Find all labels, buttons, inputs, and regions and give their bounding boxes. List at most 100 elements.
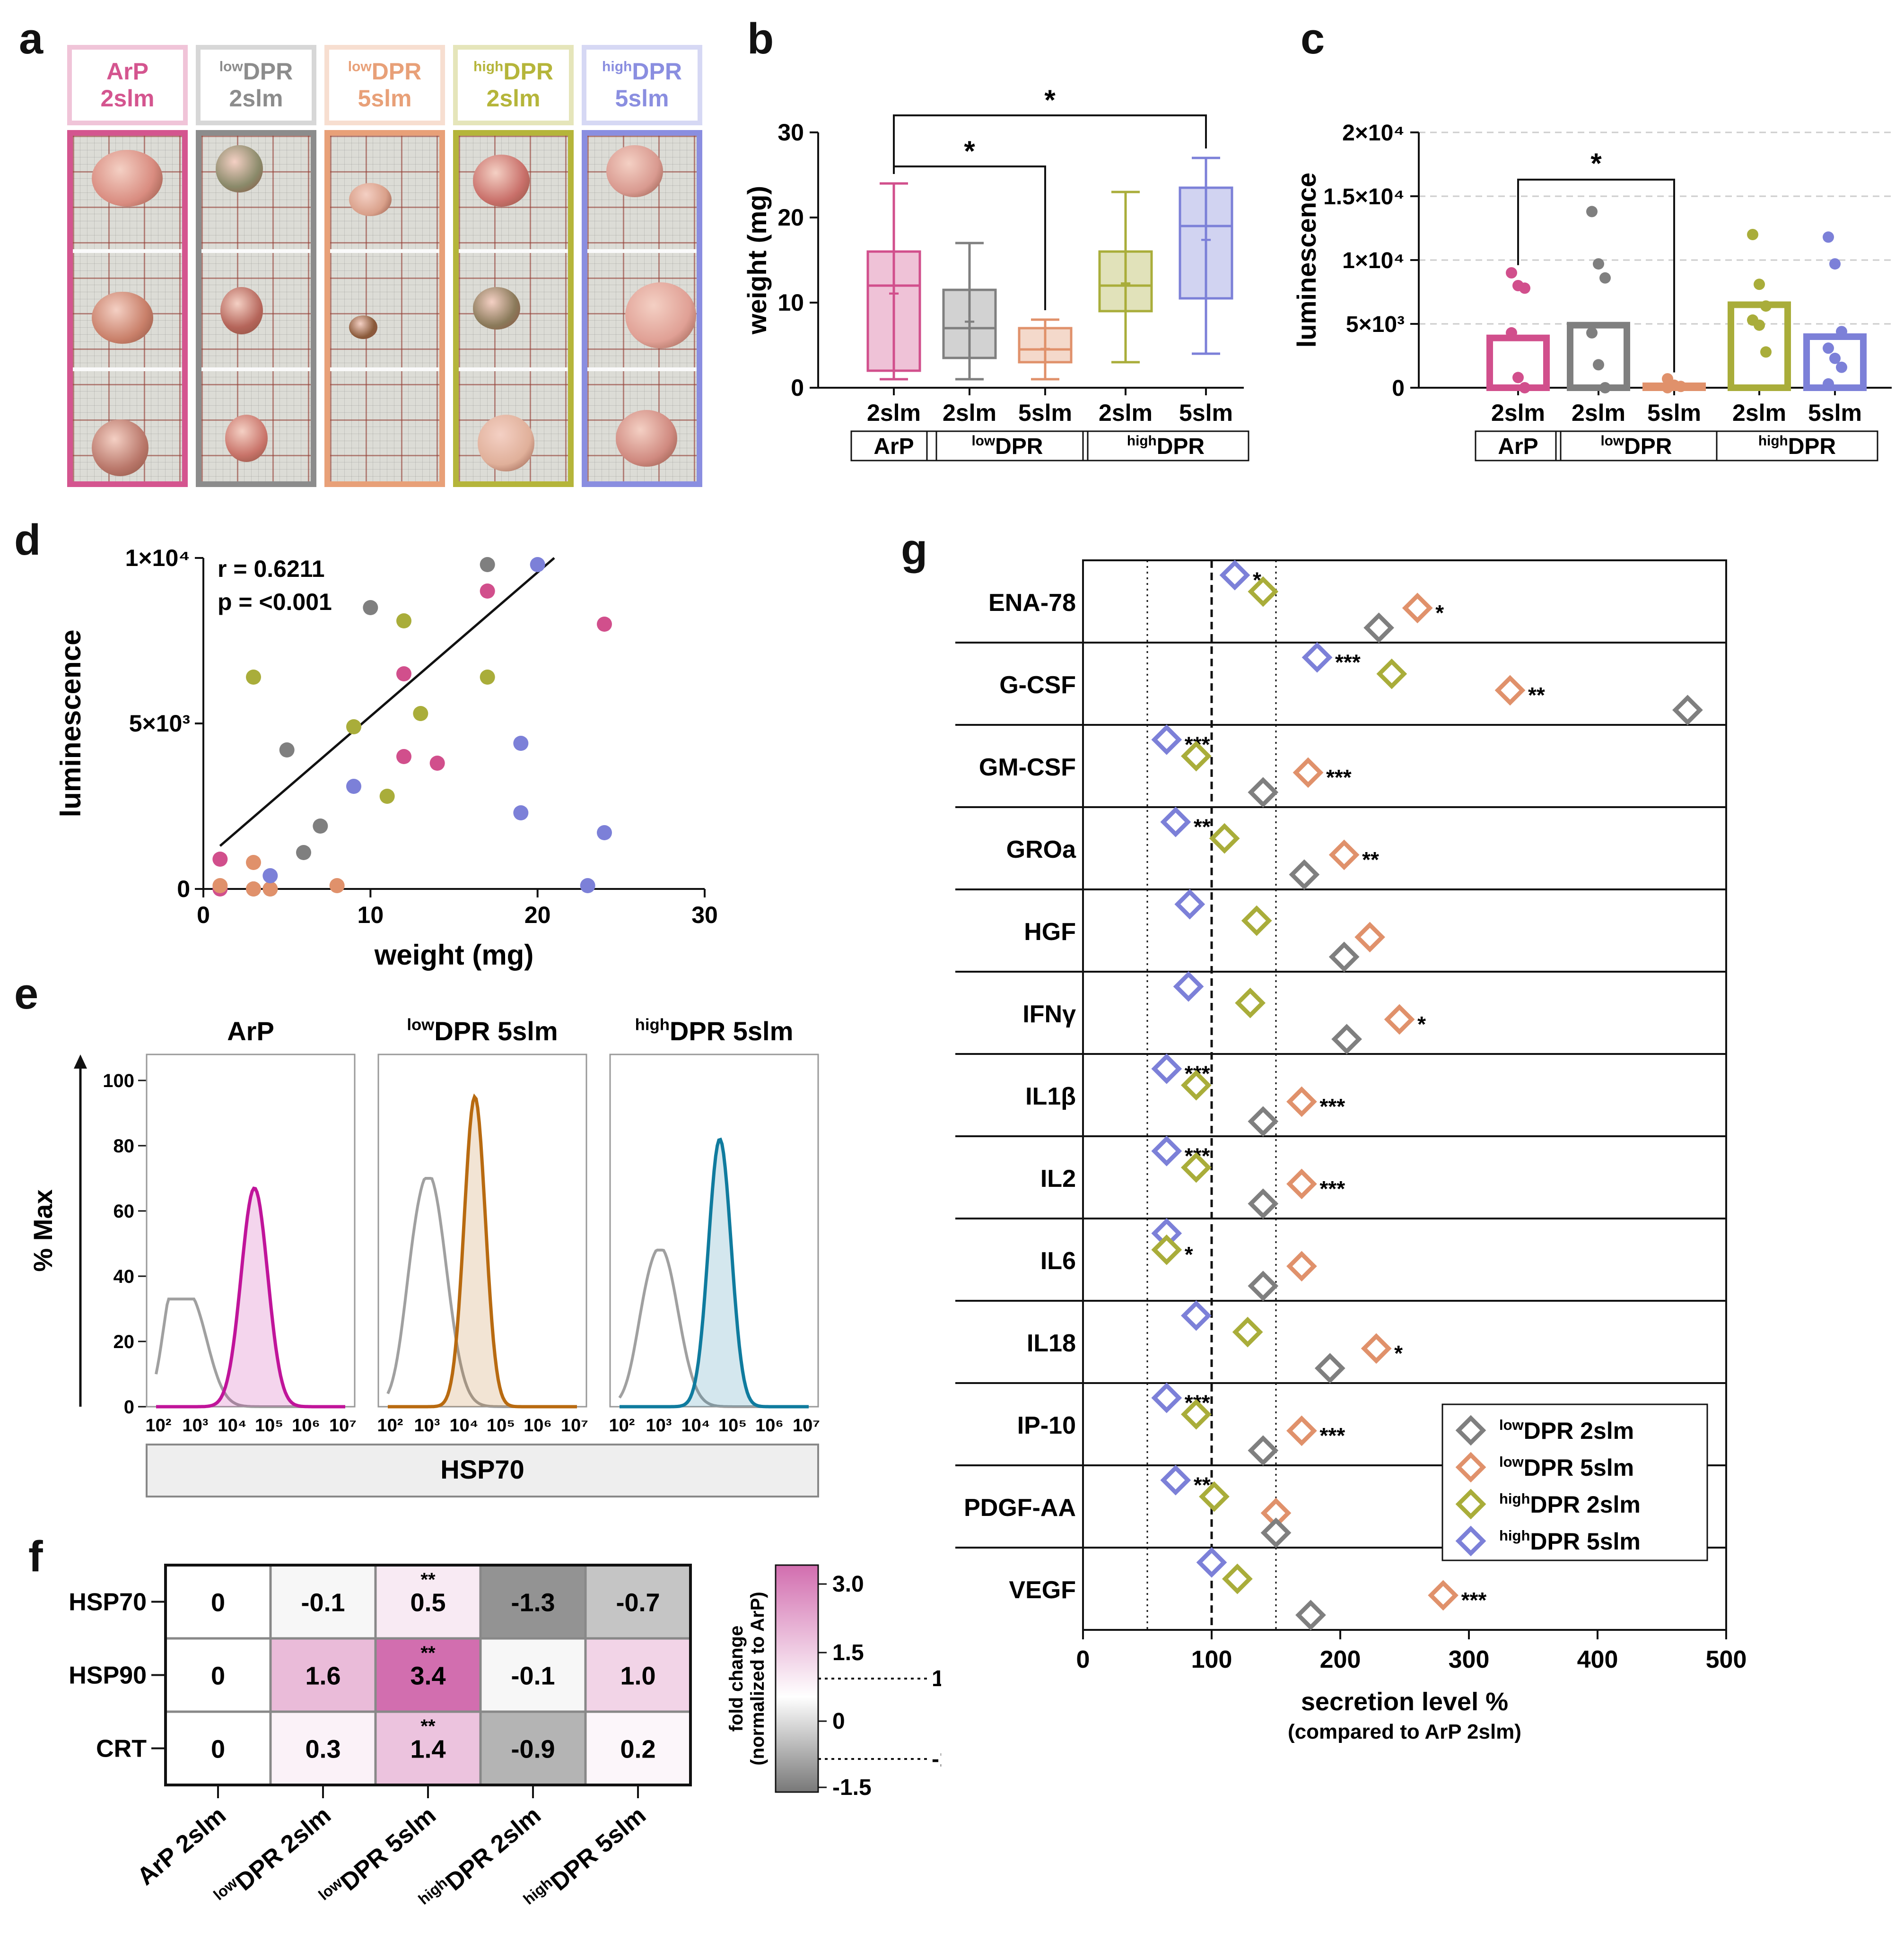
data-point	[1519, 382, 1530, 393]
legend-label: highDPR 5slm	[1499, 1527, 1641, 1555]
group-label: highDPR	[1127, 433, 1205, 459]
row-label: IL1β	[1025, 1083, 1076, 1110]
group-label: ArP	[873, 434, 914, 459]
heatmap-cell	[479, 1564, 587, 1640]
data-point	[1747, 229, 1758, 240]
data-diamond	[1286, 1415, 1317, 1446]
group-label-box	[1475, 430, 1562, 461]
x-tick-label: 2slm	[1732, 400, 1786, 426]
heatmap-value: 3.4	[410, 1662, 445, 1690]
photo-separator	[330, 249, 439, 253]
bar	[1728, 301, 1791, 391]
tumor-group-name: highDPR	[602, 58, 682, 85]
data-point	[1599, 272, 1611, 284]
scatter-point	[480, 557, 495, 572]
panel-g-dot-chart: ENA-78 G-CSF GM-CSF GROa HGF IFNγ IL1β IL2 IL6 IL…	[955, 559, 1747, 1743]
significance-star: *	[1044, 84, 1056, 116]
row-label: IL18	[1027, 1330, 1076, 1357]
data-diamond	[1222, 1563, 1253, 1594]
data-point	[1675, 381, 1686, 392]
histogram-title: lowDPR 5slm	[407, 1016, 558, 1046]
y-tick-label: 1×10⁴	[1342, 248, 1405, 273]
data-diamond	[1180, 1152, 1212, 1183]
y-tick-label: 1.5×10⁴	[1323, 184, 1405, 209]
scatter-point	[513, 805, 529, 820]
y-tick-label: 20	[114, 1332, 135, 1352]
data-diamond	[1151, 724, 1182, 755]
photo-separator	[459, 249, 568, 253]
tumor-group-prefix: high	[473, 58, 504, 74]
x-tick-label: 2slm	[1572, 400, 1625, 426]
histogram-fill	[156, 1188, 345, 1407]
row-label: IL2	[1040, 1165, 1076, 1193]
data-diamond	[1328, 941, 1360, 973]
heatmap-value: 0	[211, 1735, 225, 1764]
data-diamond	[1173, 971, 1204, 1002]
scatter-point	[296, 845, 311, 860]
heatmap-star: **	[420, 1716, 436, 1737]
data-diamond	[1301, 642, 1333, 673]
data-point	[1512, 372, 1524, 383]
significance-star: *	[1185, 1242, 1193, 1267]
scatter-point	[396, 749, 411, 764]
scatter-point	[480, 670, 495, 685]
scale-label: fold change	[726, 1626, 747, 1732]
scatter-point	[329, 878, 345, 893]
data-point	[1593, 258, 1604, 270]
bar	[1486, 334, 1550, 392]
scale-tick-label: -1.5	[832, 1775, 872, 1800]
tumor-sample	[92, 292, 153, 344]
data-diamond	[1354, 922, 1385, 953]
data-point	[1599, 382, 1611, 393]
x-axis-sublabel: (compared to ArP 2slm)	[1288, 1720, 1521, 1743]
tumor-group-header: ArP 2slm	[67, 45, 188, 125]
panel-letter-c: c	[1301, 15, 1325, 63]
scatter-point	[363, 600, 378, 615]
data-point	[1586, 206, 1598, 218]
y-axis-label: luminescence	[55, 630, 87, 818]
x-tick-label: 5slm	[1179, 400, 1233, 426]
group-label: ArP	[1498, 434, 1538, 459]
data-diamond	[1314, 1353, 1345, 1384]
scatter-point	[580, 878, 595, 893]
x-tick-label: 5slm	[1808, 400, 1862, 426]
heatmap-cell	[374, 1710, 482, 1786]
scatter-point	[279, 742, 295, 757]
significance-star: **	[1194, 814, 1211, 839]
y-tick-label: 0	[791, 374, 804, 401]
data-diamond	[1235, 987, 1266, 1019]
y-tick-label: 20	[777, 204, 804, 231]
x-tick-label: 10²	[609, 1416, 635, 1436]
data-point	[1823, 342, 1834, 354]
data-point	[1754, 319, 1765, 331]
heatmap-value: 0.3	[305, 1735, 341, 1764]
x-tick-label: 10⁶	[755, 1416, 784, 1436]
heatmap-value: 1.6	[305, 1662, 341, 1690]
scatter-point	[597, 825, 612, 840]
data-diamond	[1219, 559, 1250, 591]
scatter-point	[212, 852, 228, 867]
heatmap-row-label: HSP70	[69, 1589, 147, 1616]
data-point	[1760, 346, 1772, 358]
x-tick-label: 10⁴	[218, 1416, 246, 1436]
panel-letter-a: a	[19, 15, 44, 63]
scale-sublabel: (normalized to ArP)	[747, 1592, 768, 1765]
row-label: ENA-78	[988, 589, 1076, 617]
panel-letter-e: e	[14, 970, 39, 1018]
significance-star: ***	[1461, 1588, 1487, 1612]
heatmap-cell	[164, 1637, 272, 1713]
x-tick-label: 20	[524, 902, 551, 928]
scatter-point	[246, 670, 261, 685]
panel-c-bar-chart: 0 5×10³ 1×10⁴ 1.5×10⁴ 2×10⁴ luminescence * 2slm…	[1296, 121, 1892, 461]
data-point	[1823, 231, 1834, 243]
panel-b-box-chart: 0 10 20 30 weight (mg) + + + + + * * 2slm 2slm 5slm 2sl…	[742, 84, 1249, 461]
x-tick-label: 10⁷	[793, 1416, 820, 1436]
heatmap-value: 1.4	[410, 1735, 445, 1764]
heatmap-value: 0	[211, 1662, 225, 1690]
y-tick-label: 10	[777, 289, 804, 316]
significance-star: *	[964, 135, 975, 167]
scatter-point	[513, 736, 529, 751]
x-tick-label: 10⁵	[718, 1416, 747, 1436]
tumor-photo-column	[196, 130, 316, 487]
